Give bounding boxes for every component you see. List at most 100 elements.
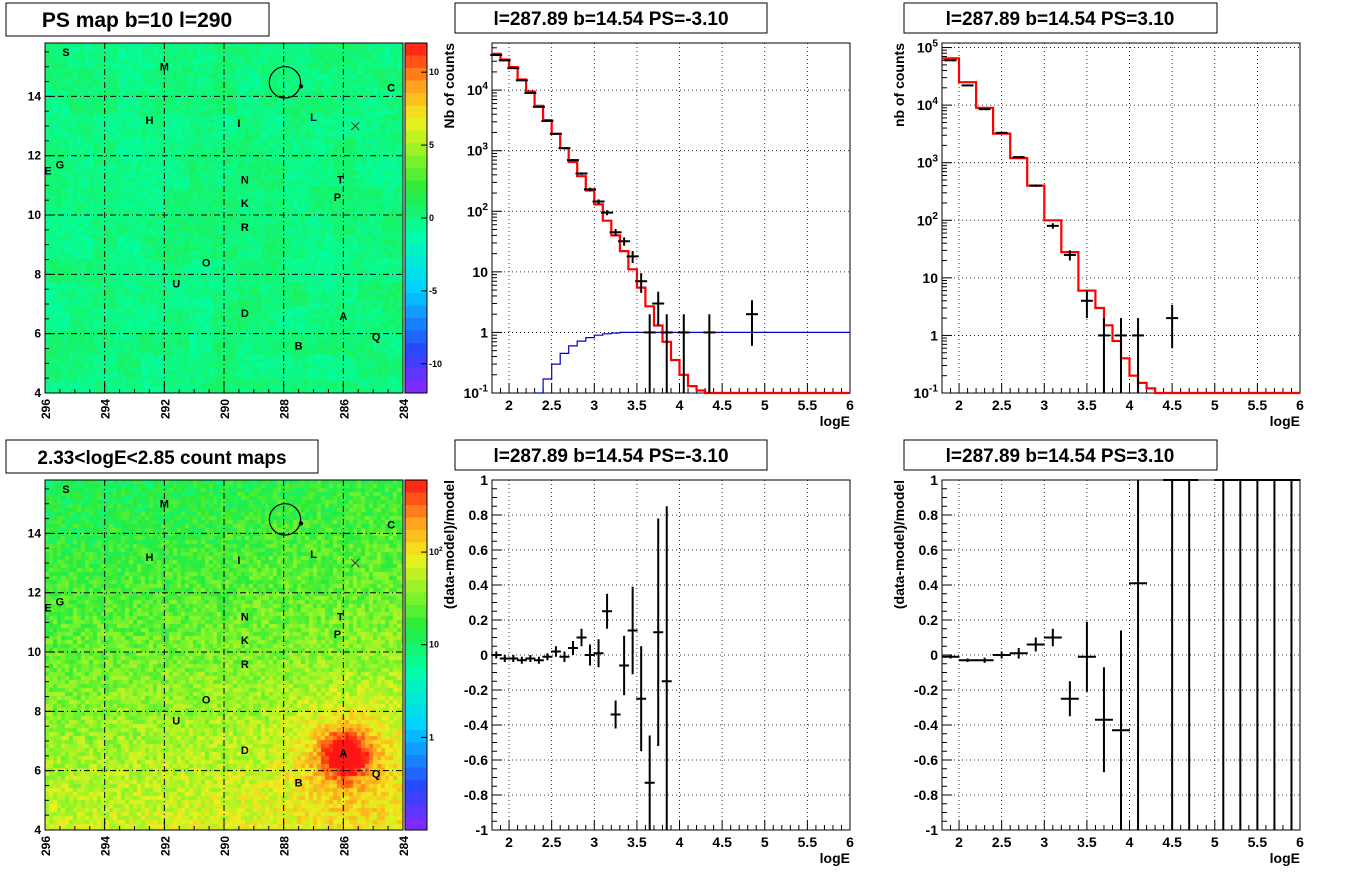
y-tick-label: 1 [480,324,488,340]
x-axis-label: logE [1270,413,1300,429]
x-tick-label: 4.5 [712,397,732,413]
colorbar-cell [405,255,427,269]
y-axis-label: (data-model)/model [891,480,907,609]
y-tick-label: 10-1 [463,384,488,401]
cross-marker [350,121,360,131]
title-count-map: 2.33<logE<2.85 count maps [37,448,286,469]
source-label-G: G [56,597,65,609]
title-residual-left: l=287.89 b=14.54 PS=-3.10 [493,446,728,467]
x-tick-label: 4.5 [1162,834,1182,850]
colorbar-cell [405,680,427,693]
source-label-H: H [145,552,153,564]
y-tick-label: 8 [34,704,41,718]
colorbar-cell [405,542,427,556]
source-label-D: D [241,308,249,320]
x-tick-label: 5 [1211,397,1219,413]
colorbar-cell [405,280,427,294]
x-tick-label: 3 [590,397,598,413]
y-tick-label: 102 [917,211,939,228]
y-tick-label: 103 [917,153,939,170]
y-tick-label: 12 [28,586,42,600]
y-tick-label: 12 [28,149,42,163]
source-label-E: E [44,166,51,178]
x-tick-label: 3 [1040,397,1048,413]
x-tick-label: 294 [99,399,113,419]
y-tick-label: 14 [28,89,42,103]
x-tick-label: 5 [1211,834,1219,850]
panel-titles: PS map b=10 l=290 l=287.89 b=14.54 PS=-3… [5,2,1218,474]
colorbar-cell [405,80,427,94]
colorbar-cell [405,143,427,156]
colorbar-cell [405,218,427,231]
efficiency-histogram [534,331,850,394]
colorbar-cell [405,368,427,381]
y-tick-label: -0.2 [464,682,488,698]
source-label-R: R [241,222,249,234]
y-tick-label: 0.4 [919,577,939,593]
x-tick-label: 2 [955,397,963,413]
x-tick-label: 292 [158,836,172,856]
y-tick-label: 4 [34,386,41,400]
colorbar-tick-label: 10 [429,640,439,650]
colorbar-cell [405,193,427,206]
y-tick-label: 1 [930,327,938,343]
y-tick-label: -1 [926,822,939,838]
source-label-A: A [339,748,347,760]
y-axis-label: Nb of counts [441,43,457,129]
source-label-I: I [237,555,240,567]
colorbar-cell [405,93,427,106]
colorbar-cell [405,43,427,56]
x-tick-label: 284 [397,399,411,419]
source-label-C: C [387,519,395,531]
y-tick-label: -0.6 [464,752,488,768]
ps-map-panel: 296 294 292 290 288 286 284 4 6 8 10 12 14 S M C H I L GE N T… [28,42,442,419]
source-label-Q: Q [372,332,381,344]
colorbar-cell [405,730,427,743]
x-tick-label: 284 [397,836,411,856]
colorbar-cell [405,355,427,369]
x-tick-label: 6 [1296,397,1304,413]
colorbar-cell [405,268,427,281]
x-axis-label: logE [820,850,850,866]
colorbar-cell [405,580,427,593]
colorbar-cell [405,480,427,493]
source-label-A: A [339,311,347,323]
x-tick-label: 2.5 [992,834,1012,850]
colorbar-cell [405,130,427,144]
colorbar-cell [405,617,427,631]
x-tick-label: 286 [337,399,351,419]
y-axis-label: (data-model)/model [441,480,457,609]
y-tick-label: 10 [28,645,42,659]
source-label-I: I [237,118,240,130]
colorbar-tick-label: 5 [429,140,434,150]
colorbar-cell [405,780,427,793]
colorbar-cell [405,293,427,306]
y-tick-label: 105 [917,38,939,55]
y-axis-label: nb of counts [891,43,907,127]
x-tick-label: 5 [761,397,769,413]
y-tick-label: 102 [467,202,489,219]
colorbar-cell [405,667,427,681]
colorbar-cell [405,805,427,818]
x-tick-label: 4.5 [1162,397,1182,413]
colorbar-cell [405,555,427,568]
colorbar-cell [405,243,427,256]
x-tick-label: 3.5 [627,397,647,413]
y-tick-label: 0.8 [469,507,489,523]
source-label-L: L [310,549,317,561]
colorbar-cell [405,592,427,606]
x-tick-label: 5.5 [1248,834,1268,850]
colorbar-cell [405,517,427,531]
source-label-N: N [241,174,249,186]
colorbar-tick-label: 10 [429,67,439,77]
x-tick-label: 5 [761,834,769,850]
y-tick-label: 10-1 [913,384,938,401]
title-spectrum-left: l=287.89 b=14.54 PS=-3.10 [493,9,728,30]
colorbar-tick-label: -5 [429,286,437,296]
x-tick-label: 4 [1126,397,1134,413]
colorbar-cell [405,530,427,543]
y-tick-label: 0.6 [469,542,489,558]
x-tick-label: 5.5 [1248,397,1268,413]
